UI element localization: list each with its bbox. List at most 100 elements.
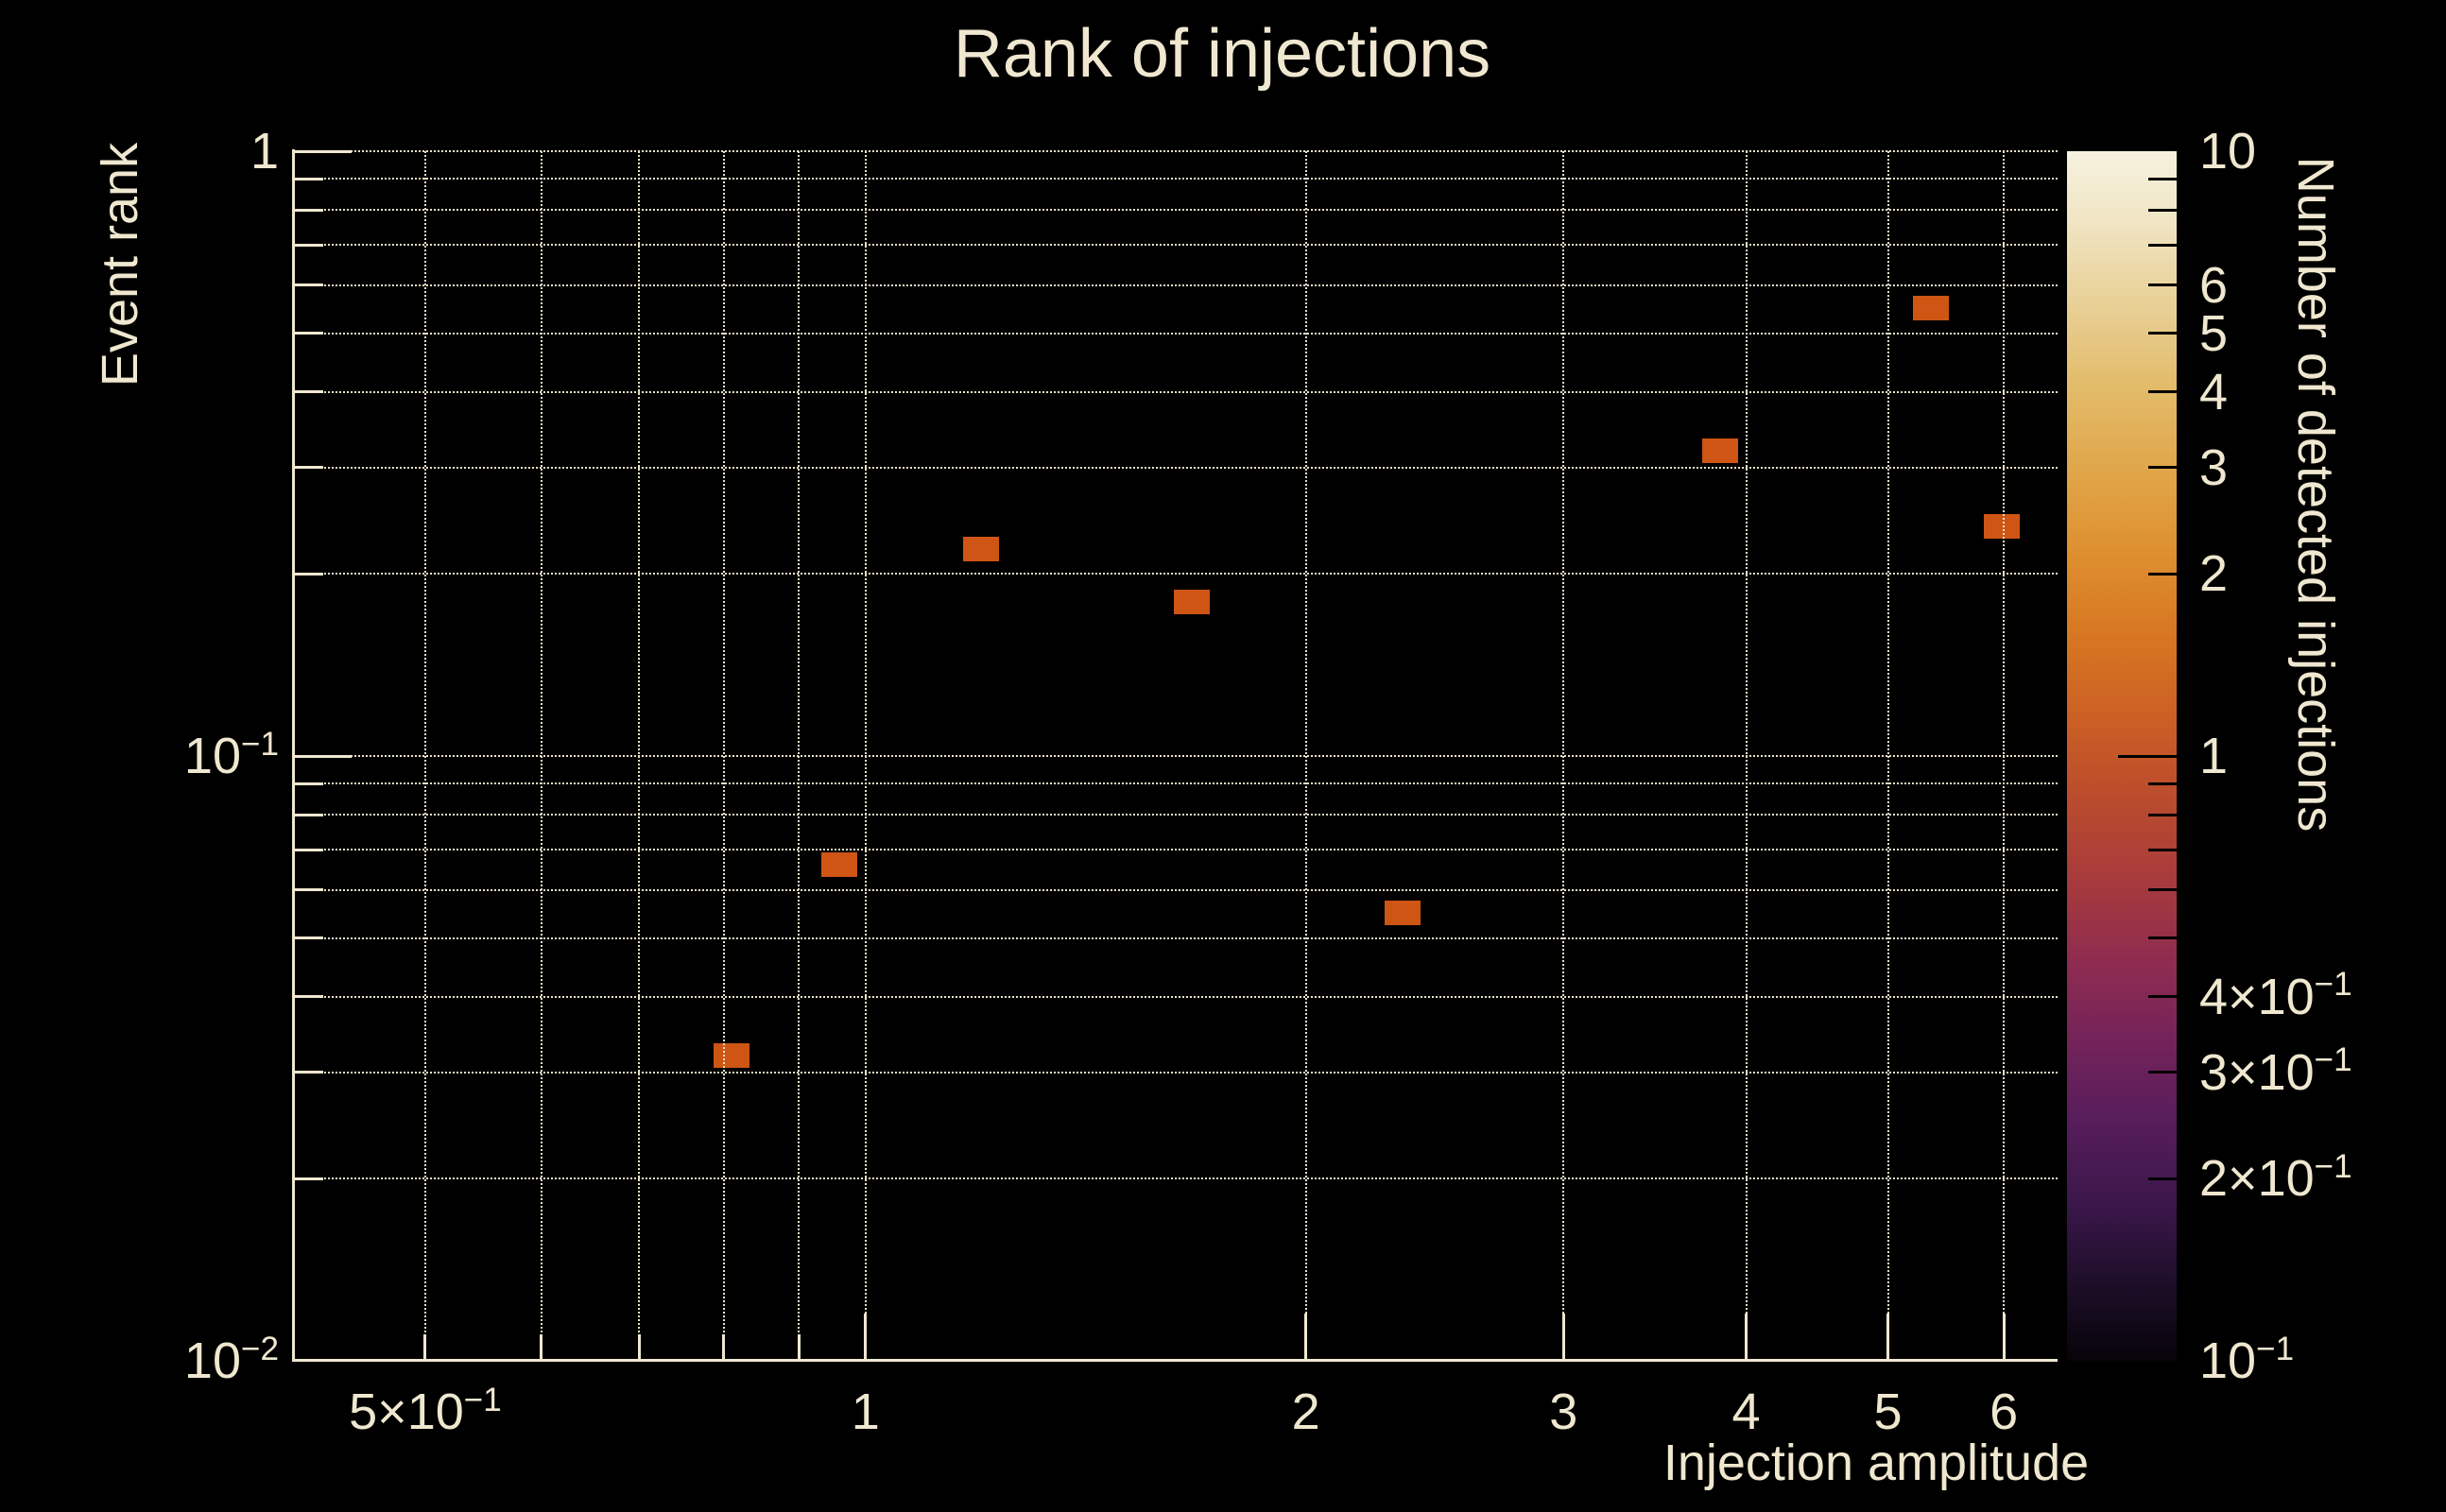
y-gridline bbox=[295, 1177, 2058, 1180]
x-tick-label: 4 bbox=[1732, 1386, 1761, 1437]
y-minor-tick bbox=[295, 1071, 323, 1074]
tick-label-base: 3 bbox=[2199, 438, 2229, 496]
y-gridline bbox=[295, 209, 2058, 212]
y-gridline bbox=[295, 755, 2058, 757]
tick-label-exponent: −1 bbox=[2256, 1330, 2295, 1367]
colorbar-tick-label: 5 bbox=[2199, 308, 2228, 359]
y-gridline bbox=[295, 782, 2058, 785]
x-tick-label: 2 bbox=[1292, 1386, 1320, 1437]
colorbar-tick-label: 2 bbox=[2199, 548, 2228, 599]
y-minor-tick bbox=[295, 782, 323, 785]
x-major-tick bbox=[864, 1314, 868, 1361]
tick-label-base: 1 bbox=[250, 123, 279, 180]
y-minor-tick bbox=[295, 888, 323, 892]
colorbar-minor-tick bbox=[2148, 466, 2177, 470]
y-gridline bbox=[295, 888, 2058, 891]
x-major-tick bbox=[1886, 1314, 1890, 1361]
data-point bbox=[1913, 296, 1950, 321]
tick-label-base: 5 bbox=[1873, 1383, 1903, 1440]
colorbar-tick-label: 2×10−1 bbox=[2199, 1150, 2352, 1208]
colorbar-minor-tick bbox=[2148, 243, 2177, 247]
colorbar-tick-label: 4×10−1 bbox=[2199, 968, 2352, 1025]
y-gridline bbox=[295, 284, 2058, 286]
tick-label-base: 5 bbox=[2199, 304, 2229, 362]
x-minor-tick bbox=[637, 1334, 641, 1361]
y-gridline bbox=[295, 995, 2058, 998]
colorbar-minor-tick bbox=[2148, 888, 2177, 892]
x-major-tick bbox=[1561, 1314, 1565, 1361]
colorbar-minor-tick bbox=[2148, 813, 2177, 816]
colorbar-minor-tick bbox=[2148, 848, 2177, 851]
tick-label-base: 4 bbox=[1731, 1383, 1761, 1440]
tick-label-base: 6 bbox=[2199, 256, 2229, 314]
tick-label-base: 5×10 bbox=[349, 1383, 464, 1440]
x-axis-line bbox=[292, 1359, 2058, 1362]
colorbar-minor-tick bbox=[2148, 782, 2177, 785]
y-minor-tick bbox=[295, 208, 323, 212]
colorbar-minor-tick bbox=[2148, 936, 2177, 940]
y-gridline bbox=[295, 150, 2058, 152]
tick-label-base: 1 bbox=[851, 1383, 880, 1440]
x-major-tick bbox=[1745, 1314, 1748, 1361]
y-gridline bbox=[295, 390, 2058, 393]
tick-label-base: 4 bbox=[2199, 363, 2229, 421]
y-gridline bbox=[295, 814, 2058, 816]
x-minor-tick bbox=[722, 1334, 726, 1361]
y-gridline bbox=[295, 936, 2058, 939]
chart-title: Rank of injections bbox=[953, 16, 1491, 92]
x-minor-tick bbox=[540, 1334, 543, 1361]
tick-label-base: 6 bbox=[1990, 1383, 2019, 1440]
y-minor-tick bbox=[295, 243, 323, 247]
colorbar-title: Number of detected injections bbox=[2287, 156, 2344, 833]
x-tick-label: 5×10−1 bbox=[349, 1383, 502, 1440]
y-minor-tick bbox=[295, 936, 323, 940]
tick-label-exponent: −1 bbox=[2314, 966, 2352, 1004]
y-tick-label: 10−2 bbox=[183, 1332, 279, 1389]
y-minor-tick bbox=[295, 813, 323, 816]
colorbar-minor-tick bbox=[2148, 284, 2177, 287]
data-point bbox=[1983, 513, 2020, 539]
y-gridline bbox=[295, 1071, 2058, 1074]
data-point bbox=[1385, 901, 1421, 926]
colorbar-minor-tick bbox=[2148, 1177, 2177, 1180]
y-major-tick bbox=[295, 754, 352, 758]
tick-label-base: 2 bbox=[2199, 545, 2229, 603]
tick-label-exponent: −1 bbox=[241, 725, 279, 763]
tick-label-base: 2×10 bbox=[2199, 1150, 2315, 1208]
y-tick-label: 1 bbox=[250, 126, 279, 177]
y-gridline bbox=[295, 573, 2058, 576]
tick-label-exponent: −2 bbox=[241, 1330, 279, 1367]
y-axis-title: Event rank bbox=[92, 142, 148, 387]
colorbar-tick-label: 3 bbox=[2199, 442, 2228, 493]
y-minor-tick bbox=[295, 466, 323, 470]
tick-label-exponent: −1 bbox=[2314, 1041, 2352, 1079]
colorbar-minor-tick bbox=[2148, 208, 2177, 212]
colorbar-major-tick bbox=[2118, 754, 2177, 758]
y-axis-line bbox=[292, 149, 295, 1362]
y-tick-label: 10−1 bbox=[183, 728, 279, 784]
tick-label-base: 3×10 bbox=[2199, 1043, 2315, 1101]
y-minor-tick bbox=[295, 1177, 323, 1180]
x-minor-tick bbox=[797, 1334, 801, 1361]
tick-label-base: 10 bbox=[183, 1332, 241, 1389]
tick-label-exponent: −1 bbox=[463, 1381, 502, 1418]
x-tick-label: 3 bbox=[1549, 1386, 1577, 1437]
x-tick-label: 6 bbox=[1990, 1386, 2018, 1437]
y-minor-tick bbox=[295, 572, 323, 576]
y-minor-tick bbox=[295, 995, 323, 999]
tick-label-base: 4×10 bbox=[2199, 968, 2315, 1025]
tick-label-base: 10 bbox=[2199, 123, 2257, 180]
x-minor-tick bbox=[423, 1334, 427, 1361]
tick-label-base: 1 bbox=[2199, 728, 2229, 784]
y-minor-tick bbox=[295, 390, 323, 394]
colorbar-minor-tick bbox=[2148, 332, 2177, 335]
data-point bbox=[821, 852, 858, 878]
tick-label-base: 10 bbox=[183, 728, 241, 784]
colorbar-tick-label: 10 bbox=[2199, 126, 2256, 177]
colorbar-tick-label: 10−1 bbox=[2199, 1332, 2294, 1386]
data-point bbox=[963, 536, 1000, 561]
y-major-tick bbox=[295, 149, 352, 153]
colorbar-tick-label: 6 bbox=[2199, 260, 2228, 311]
tick-label-base: 3 bbox=[1549, 1383, 1578, 1440]
